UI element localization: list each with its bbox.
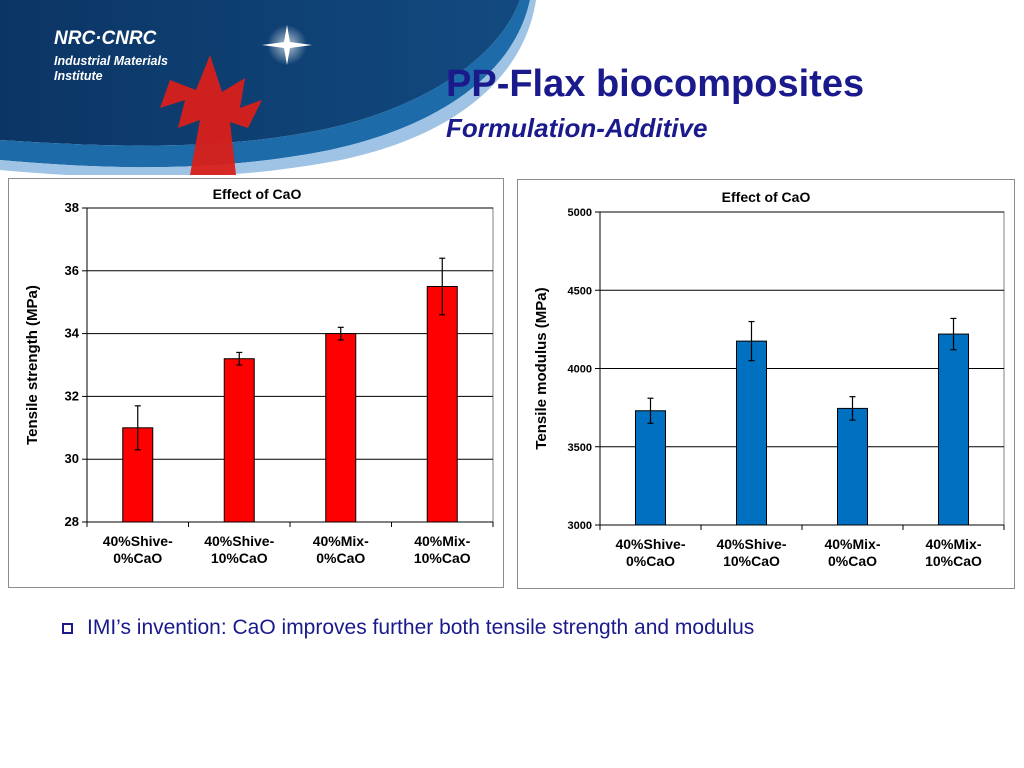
- maple-leaf-icon: [160, 55, 262, 175]
- institute-name: Industrial Materials Institute: [54, 54, 168, 83]
- x-category-label: 10%CaO: [723, 553, 780, 569]
- header-light-band: [0, 0, 536, 175]
- x-category-label: 40%Mix-: [313, 533, 369, 549]
- y-tick-label: 32: [65, 388, 79, 403]
- y-tick-label: 4500: [568, 285, 592, 297]
- tensile-strength-chart: Effect of CaO 28 30 32 34 36 38 Tensile strengt…: [8, 178, 504, 588]
- x-category-label: 40%Mix-: [414, 533, 470, 549]
- chart-title: Effect of CaO: [722, 189, 811, 205]
- page-title: PP-Flax biocomposites: [446, 63, 865, 105]
- x-category-label: 40%Shive-: [615, 536, 685, 552]
- tensile-strength-chart-svg: Effect of CaO 28 30 32 34 36 38 Tensile strengt…: [24, 186, 494, 566]
- tensile-modulus-chart-svg: Effect of CaO 3000 3500 4000 4500 5000 Tensile…: [533, 189, 1005, 569]
- header-dark-panel: [0, 0, 520, 146]
- checkbox-bullet-icon: [62, 622, 73, 634]
- x-category-label: 0%CaO: [113, 550, 162, 566]
- nrc-logo: NRC·CNRC: [54, 28, 157, 49]
- bullet-text: IMI’s invention: CaO improves further bo…: [87, 616, 755, 639]
- chart-title: Effect of CaO: [213, 186, 302, 202]
- bullet-point: IMI’s invention: CaO improves further bo…: [62, 616, 754, 640]
- y-tick-label: 30: [65, 451, 79, 466]
- star-sparkle-icon: [262, 25, 312, 65]
- x-category-label: 40%Shive-: [204, 533, 274, 549]
- x-category-label: 40%Shive-: [716, 536, 786, 552]
- bar: [837, 407, 868, 526]
- bar: [426, 286, 458, 523]
- bar: [736, 340, 767, 526]
- x-category-label: 10%CaO: [211, 550, 268, 566]
- bar: [325, 333, 357, 523]
- header-banner: [0, 0, 536, 175]
- page-subtitle: Formulation-Additive: [446, 113, 708, 143]
- x-category-label: 10%CaO: [414, 550, 471, 566]
- y-tick-label: 36: [65, 263, 79, 278]
- bar: [938, 333, 969, 526]
- bar: [635, 410, 666, 526]
- y-tick-label: 5000: [568, 207, 592, 219]
- y-tick-label: 28: [65, 514, 79, 529]
- y-axis-label: Tensile strength (MPa): [24, 285, 41, 445]
- plot-area: [86, 207, 494, 523]
- tensile-modulus-chart: Effect of CaO 3000 3500 4000 4500 5000 Tensile…: [517, 179, 1015, 589]
- x-category-label: 0%CaO: [828, 553, 877, 569]
- y-tick-label: 3500: [568, 442, 592, 454]
- x-category-label: 10%CaO: [925, 553, 982, 569]
- x-category-label: 40%Shive-: [103, 533, 173, 549]
- y-tick-label: 3000: [568, 520, 592, 532]
- bar: [223, 358, 255, 523]
- x-category-label: 0%CaO: [316, 550, 365, 566]
- x-category-label: 40%Mix-: [925, 536, 981, 552]
- x-category-label: 0%CaO: [626, 553, 675, 569]
- y-tick-label: 34: [65, 326, 80, 341]
- y-tick-label: 4000: [568, 364, 592, 376]
- y-axis-label: Tensile modulus (MPa): [533, 287, 550, 449]
- header-blue-band: [0, 0, 530, 168]
- x-category-label: 40%Mix-: [824, 536, 880, 552]
- y-tick-label: 38: [65, 200, 79, 215]
